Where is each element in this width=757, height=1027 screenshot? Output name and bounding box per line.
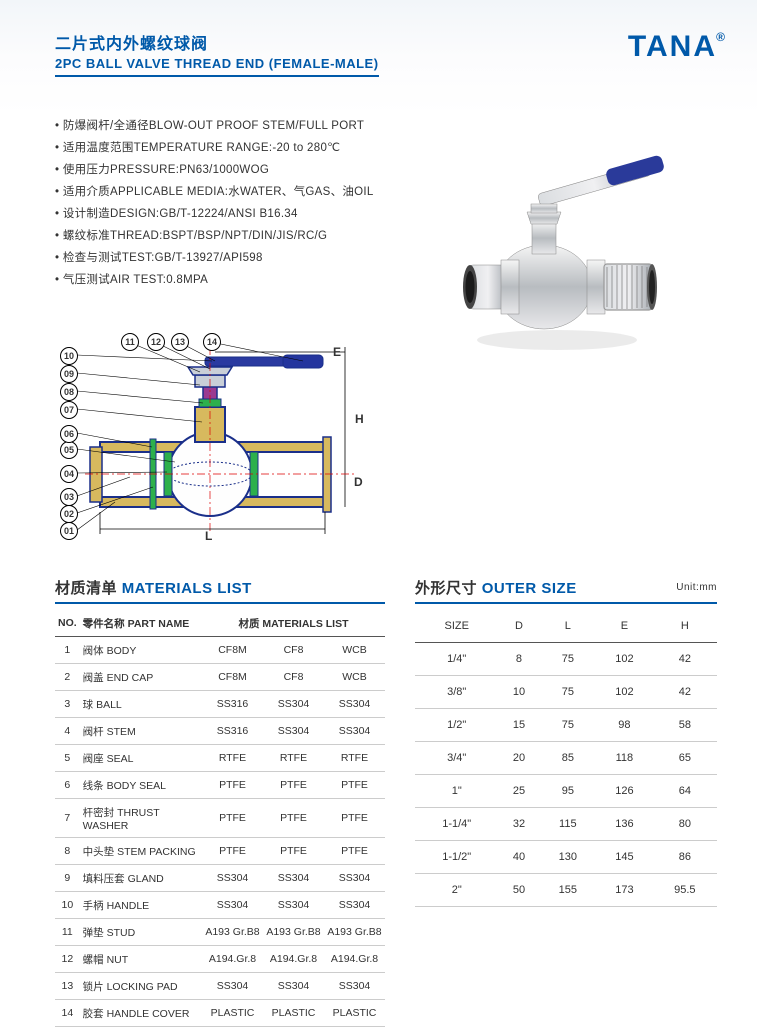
callout-14: 14 bbox=[203, 333, 221, 351]
table-row: 3/4"208511865 bbox=[415, 742, 717, 775]
table-row: 8中头垫 STEM PACKINGPTFEPTFEPTFE bbox=[55, 838, 385, 865]
callout-11: 11 bbox=[121, 333, 139, 351]
table-row: 6线条 BODY SEALPTFEPTFEPTFE bbox=[55, 772, 385, 799]
callout-05: 05 bbox=[60, 441, 78, 459]
table-row: 9填料压套 GLANDSS304SS304SS304 bbox=[55, 865, 385, 892]
table-row: 10手柄 HANDLESS304SS304SS304 bbox=[55, 892, 385, 919]
table-row: 1-1/2"4013014586 bbox=[415, 841, 717, 874]
header: 二片式内外螺纹球阀 2PC BALL VALVE THREAD END (FEM… bbox=[55, 30, 717, 77]
materials-title: 材质清单 MATERIALS LIST bbox=[55, 577, 385, 604]
callout-12: 12 bbox=[147, 333, 165, 351]
header-underline bbox=[55, 75, 379, 77]
dim-E: E bbox=[333, 345, 341, 359]
spec-item: 防爆阀杆/全通径BLOW-OUT PROOF STEM/FULL PORT bbox=[55, 117, 717, 133]
materials-table: NO. 零件名称 PART NAME 材质 MATERIALS LIST 1阀体… bbox=[55, 610, 385, 1027]
table-row: 4阀杆 STEMSS316SS304SS304 bbox=[55, 718, 385, 745]
dim-H: H bbox=[355, 412, 364, 426]
table-row: 1阀体 BODYCF8MCF8WCB bbox=[55, 637, 385, 664]
callout-03: 03 bbox=[60, 488, 78, 506]
unit-label: Unit:mm bbox=[676, 582, 717, 593]
table-row: 2阀盖 END CAPCF8MCF8WCB bbox=[55, 664, 385, 691]
table-row: 1/4"87510242 bbox=[415, 643, 717, 676]
outer-size-table: SIZEDLEH 1/4"875102423/8"1075102421/2"15… bbox=[415, 610, 717, 907]
title-english: 2PC BALL VALVE THREAD END (FEMALE-MALE) bbox=[55, 56, 379, 71]
table-row: 11弹垫 STUDA193 Gr.B8A193 Gr.B8A193 Gr.B8 bbox=[55, 919, 385, 946]
title-chinese: 二片式内外螺纹球阀 bbox=[55, 30, 379, 54]
table-row: 1-1/4"3211513680 bbox=[415, 808, 717, 841]
table-row: 14胶套 HANDLE COVERPLASTICPLASTICPLASTIC bbox=[55, 1000, 385, 1027]
callout-06: 06 bbox=[60, 425, 78, 443]
col-no: NO. bbox=[55, 610, 80, 637]
table-row: 2"5015517395.5 bbox=[415, 874, 717, 907]
callout-08: 08 bbox=[60, 383, 78, 401]
callout-07: 07 bbox=[60, 401, 78, 419]
col-part: 零件名称 PART NAME bbox=[80, 610, 202, 637]
brand-logo: TANA® bbox=[628, 30, 717, 64]
product-photo bbox=[395, 152, 717, 357]
callout-01: 01 bbox=[60, 522, 78, 540]
dim-D: D bbox=[354, 475, 363, 489]
table-row: 5阀座 SEALRTFERTFERTFE bbox=[55, 745, 385, 772]
callout-10: 10 bbox=[60, 347, 78, 365]
table-row: 12螺帽 NUTA194.Gr.8A194.Gr.8A194.Gr.8 bbox=[55, 946, 385, 973]
outer-size-title: 外形尺寸 OUTER SIZE Unit:mm bbox=[415, 577, 717, 604]
col-materials: 材质 MATERIALS LIST bbox=[202, 610, 385, 637]
table-row: 3/8"107510242 bbox=[415, 676, 717, 709]
dim-L: L bbox=[205, 529, 212, 543]
table-row: 1"259512664 bbox=[415, 775, 717, 808]
callout-09: 09 bbox=[60, 365, 78, 383]
technical-diagram: 010203 04 0506 07080910 11 12 13 14 E H D L bbox=[55, 307, 395, 542]
table-row: 3球 BALLSS316SS304SS304 bbox=[55, 691, 385, 718]
callout-13: 13 bbox=[171, 333, 189, 351]
table-row: 13锁片 LOCKING PADSS304SS304SS304 bbox=[55, 973, 385, 1000]
callout-04: 04 bbox=[60, 465, 78, 483]
table-row: 7杆密封 THRUST WASHERPTFEPTFEPTFE bbox=[55, 799, 385, 838]
table-row: 1/2"15759858 bbox=[415, 709, 717, 742]
callout-02: 02 bbox=[60, 505, 78, 523]
